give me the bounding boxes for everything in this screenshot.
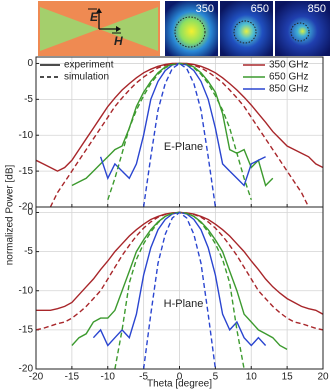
plot-frame xyxy=(35,206,324,370)
h-arrowhead xyxy=(116,26,121,32)
beam-image xyxy=(220,1,273,56)
x-tick-label: 15 xyxy=(282,372,294,383)
bowtie-right xyxy=(99,7,158,51)
panel-label: E-Plane xyxy=(164,141,203,153)
x-tick-label: -5 xyxy=(139,372,148,383)
bowtie-left xyxy=(40,7,99,51)
beam-outline xyxy=(233,20,257,44)
beam-outline xyxy=(290,22,310,42)
h-label: H xyxy=(114,34,123,48)
beam-images: 350 650 850 xyxy=(165,1,330,56)
y-tick-label: -10 xyxy=(19,130,34,141)
y-tick-label: 0 xyxy=(27,58,33,69)
image-label: 350 xyxy=(196,3,214,15)
panel-label: H-Plane xyxy=(164,298,204,310)
series-line xyxy=(99,62,266,187)
x-tick-label: -15 xyxy=(65,372,80,383)
legend-label: experiment xyxy=(64,60,114,71)
image-label: 850 xyxy=(308,3,326,15)
series-line xyxy=(142,62,217,207)
x-axis-label: Theta [degree] xyxy=(147,379,212,389)
e-label: E xyxy=(90,10,99,24)
y-axis-label: normalized Power [dB] xyxy=(5,164,16,265)
beam-image xyxy=(275,1,330,56)
legend-label: 850 GHz xyxy=(269,84,308,95)
legend-label: 350 GHz xyxy=(269,60,308,71)
series-line xyxy=(142,211,217,369)
x-tick-label: -20 xyxy=(29,372,44,383)
y-tick-label: -15 xyxy=(19,325,34,336)
y-tick-label: -10 xyxy=(19,285,34,296)
legend-label: 650 GHz xyxy=(269,72,308,83)
y-tick-label: -20 xyxy=(19,364,34,375)
x-tick-label: 5 xyxy=(213,372,219,383)
x-tick-label: 10 xyxy=(246,372,258,383)
x-tick-label: -10 xyxy=(101,372,116,383)
y-tick-label: 0 xyxy=(27,207,33,218)
legend-label: simulation xyxy=(64,72,109,83)
antenna-inset: E H xyxy=(38,1,160,56)
y-tick-label: -5 xyxy=(24,94,33,105)
x-tick-label: 20 xyxy=(317,372,329,383)
series-line xyxy=(107,62,252,201)
y-tick-label: -15 xyxy=(19,166,34,177)
e-arrowhead xyxy=(96,8,102,13)
x-tick-label: 0 xyxy=(177,372,183,383)
y-tick-label: -20 xyxy=(19,202,34,213)
series-line xyxy=(49,62,310,207)
y-tick-label: -5 xyxy=(24,246,33,257)
image-label: 650 xyxy=(251,3,269,15)
beam-outline xyxy=(174,16,206,48)
